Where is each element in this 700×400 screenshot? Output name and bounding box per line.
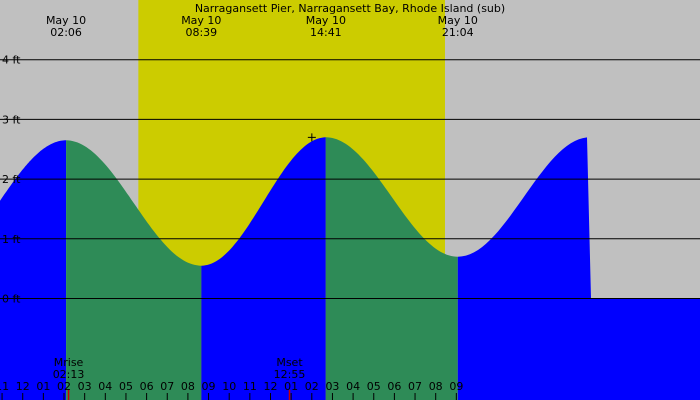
moon-event-time: 02:13: [53, 368, 85, 381]
x-tick-label: 02: [57, 380, 71, 393]
peak-marker: [307, 133, 316, 142]
rising-tide-area: [457, 137, 700, 400]
x-tick-label: 11: [243, 380, 257, 393]
x-tick-label: 11: [0, 380, 9, 393]
rising-tide-area: [201, 137, 326, 400]
x-tick-label: 04: [346, 380, 360, 393]
tide-event-time: 02:06: [50, 26, 82, 39]
y-tick-label: 2 ft: [2, 173, 21, 186]
y-tick-label: 1 ft: [2, 233, 21, 246]
grid-layer: [0, 59, 700, 300]
x-tick-label: 08: [181, 380, 195, 393]
tide-event-date: May 10: [46, 14, 86, 27]
falling-tide-area: [66, 140, 202, 400]
x-tick-label: 07: [408, 380, 422, 393]
x-tick-label: 08: [429, 380, 443, 393]
x-tick-label: 01: [284, 380, 298, 393]
x-tick-label: 03: [325, 380, 339, 393]
x-tick-label: 05: [119, 380, 133, 393]
tide-event-date: May 10: [306, 14, 346, 27]
x-tick-label: 03: [78, 380, 92, 393]
y-tick-label: 3 ft: [2, 113, 21, 126]
moon-event-label: Mset: [276, 356, 303, 369]
x-tick-label: 09: [449, 380, 463, 393]
falling-tide-area: [325, 137, 458, 400]
x-tick-label: 01: [36, 380, 50, 393]
tide-event-time: 08:39: [185, 26, 217, 39]
x-tick-label: 06: [387, 380, 401, 393]
tide-event-date: May 10: [181, 14, 221, 27]
x-tick-label: 07: [160, 380, 174, 393]
moon-event-time: 12:55: [274, 368, 306, 381]
x-tick-label: 06: [140, 380, 154, 393]
x-tick-label: 05: [367, 380, 381, 393]
y-tick-label: 0 ft: [2, 293, 21, 306]
tide-area-layer: [0, 137, 700, 400]
x-tick-label: 12: [264, 380, 278, 393]
y-tick-label: 4 ft: [2, 54, 21, 67]
x-tick-label: 02: [305, 380, 319, 393]
moon-event-label: Mrise: [54, 356, 84, 369]
tide-event-time: 21:04: [442, 26, 474, 39]
tide-event-date: May 10: [438, 14, 478, 27]
x-tick-label: 09: [202, 380, 216, 393]
x-tick-label: 12: [16, 380, 30, 393]
tide-event-time: 14:41: [310, 26, 342, 39]
rising-tide-area: [0, 140, 67, 400]
x-tick-label: 10: [222, 380, 236, 393]
x-tick-label: 04: [98, 380, 112, 393]
chart-title: Narragansett Pier, Narragansett Bay, Rho…: [195, 2, 505, 15]
